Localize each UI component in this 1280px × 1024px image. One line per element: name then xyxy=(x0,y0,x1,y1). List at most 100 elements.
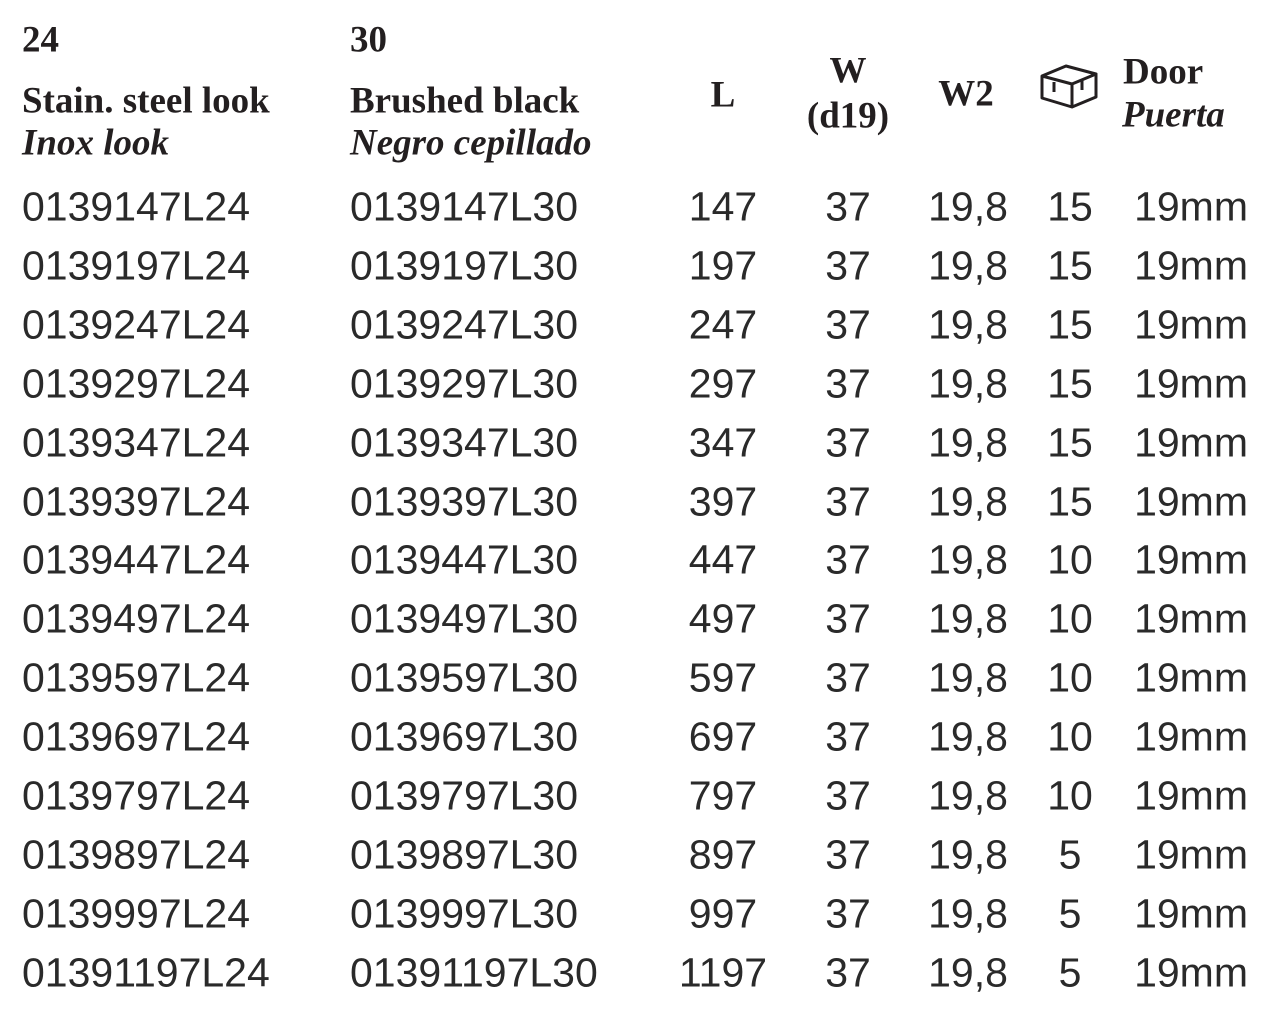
width2-cell: 19,8 xyxy=(928,831,1008,878)
width-cell: 37 xyxy=(825,713,871,760)
width-cell: 37 xyxy=(825,831,871,878)
length-cell: 797 xyxy=(688,772,758,819)
length-cell: 447 xyxy=(688,536,758,583)
code-24-cell: 0139397L24 xyxy=(22,478,251,524)
quantity-cell: 10 xyxy=(1047,654,1093,701)
width-cell: 37 xyxy=(825,419,871,466)
quantity-cell: 5 xyxy=(1058,890,1082,937)
code-30-cell: 0139297L30 xyxy=(350,360,579,407)
door-cell: 19mm xyxy=(1134,360,1248,407)
code-30-cell: 0139797L30 xyxy=(350,772,579,819)
code-30-cell: 0139147L30 xyxy=(350,183,579,230)
door-cell: 19mm xyxy=(1134,713,1248,760)
finish-name: Stain. steel look xyxy=(22,80,270,122)
door-cell: 19mm xyxy=(1134,419,1248,466)
code-24-cell: 0139697L24 xyxy=(22,713,251,760)
door-cell: 19mm xyxy=(1134,831,1248,878)
code-24-cell: 0139347L24 xyxy=(22,419,251,466)
door-cell: 19mm xyxy=(1134,949,1248,996)
code-30-cell: 0139347L30 xyxy=(350,419,579,466)
code-30-cell: 0139497L30 xyxy=(350,595,579,642)
width-cell: 37 xyxy=(825,360,871,407)
width2-cell: 19,8 xyxy=(928,772,1008,819)
code-30-cell: 0139397L30 xyxy=(350,478,579,524)
finish-code: 30 xyxy=(350,19,387,61)
code-30-cell: 0139597L30 xyxy=(350,654,579,701)
width-cell: 37 xyxy=(825,478,871,524)
door-cell: 19mm xyxy=(1134,595,1248,642)
width-cell: 37 xyxy=(825,536,871,583)
code-24-cell: 0139797L24 xyxy=(22,772,251,819)
code-24-cell: 0139147L24 xyxy=(22,183,251,230)
quantity-cell: 10 xyxy=(1047,713,1093,760)
length-cell: 397 xyxy=(688,478,758,524)
length-cell: 147 xyxy=(688,183,758,230)
quantity-cell: 15 xyxy=(1047,183,1093,230)
quantity-cell: 5 xyxy=(1058,949,1082,996)
code-24-cell: 0139297L24 xyxy=(22,360,251,407)
width2-cell: 19,8 xyxy=(928,949,1008,996)
width-cell: 37 xyxy=(825,595,871,642)
length-cell: 597 xyxy=(688,654,758,701)
code-30-cell: 01391197L30 xyxy=(350,949,598,996)
finish-name: Brushed black xyxy=(350,80,580,122)
quantity-cell: 15 xyxy=(1047,360,1093,407)
code-30-cell: 0139897L30 xyxy=(350,831,579,878)
door-cell: 19mm xyxy=(1134,242,1248,289)
quantity-cell: 5 xyxy=(1058,831,1082,878)
length-cell: 697 xyxy=(688,713,758,760)
width-cell: 37 xyxy=(825,949,871,996)
width-note: (d19) xyxy=(806,95,890,137)
door-cell: 19mm xyxy=(1134,478,1248,524)
code-24-cell: 0139897L24 xyxy=(22,831,251,878)
door-cell: 19mm xyxy=(1134,772,1248,819)
code-24-cell: 0139447L24 xyxy=(22,536,251,583)
finish-name-alt: Negro cepillado xyxy=(350,122,592,164)
length-cell: 897 xyxy=(688,831,758,878)
width2-cell: 19,8 xyxy=(928,360,1008,407)
width2-cell: 19,8 xyxy=(928,183,1008,230)
quantity-cell: 15 xyxy=(1047,419,1093,466)
box-icon xyxy=(1040,64,1098,109)
code-24-cell: 0139597L24 xyxy=(22,654,251,701)
door-cell: 19mm xyxy=(1134,536,1248,583)
length-cell: 297 xyxy=(688,360,758,407)
width2-cell: 19,8 xyxy=(928,536,1008,583)
width-cell: 37 xyxy=(825,183,871,230)
door-header: Door xyxy=(1123,51,1204,93)
code-30-cell: 0139447L30 xyxy=(350,536,579,583)
width2-cell: 19,8 xyxy=(928,595,1008,642)
code-30-cell: 0139247L30 xyxy=(350,301,579,348)
width-cell: 37 xyxy=(825,301,871,348)
width2-cell: 19,8 xyxy=(928,242,1008,289)
width-cell: 37 xyxy=(825,654,871,701)
length-cell: 497 xyxy=(688,595,758,642)
code-24-cell: 0139197L24 xyxy=(22,242,251,289)
length-cell: 197 xyxy=(688,242,758,289)
code-30-cell: 0139197L30 xyxy=(350,242,579,289)
length-cell: 997 xyxy=(688,890,758,937)
width2-cell: 19,8 xyxy=(928,890,1008,937)
door-cell: 19mm xyxy=(1134,654,1248,701)
width2-cell: 19,8 xyxy=(928,301,1008,348)
length-cell: 347 xyxy=(688,419,758,466)
finish-code: 24 xyxy=(22,19,59,61)
length-header: L xyxy=(710,74,736,116)
door-cell: 19mm xyxy=(1134,183,1248,230)
code-30-cell: 0139997L30 xyxy=(350,890,579,937)
quantity-cell: 10 xyxy=(1047,772,1093,819)
length-cell: 1197 xyxy=(678,949,768,996)
width-header: W xyxy=(829,50,867,92)
door-header-alt: Puerta xyxy=(1122,94,1225,136)
quantity-cell: 10 xyxy=(1047,595,1093,642)
length-cell: 247 xyxy=(688,301,758,348)
width-cell: 37 xyxy=(825,890,871,937)
width2-cell: 19,8 xyxy=(928,419,1008,466)
width2-cell: 19,8 xyxy=(928,478,1008,524)
code-24-cell: 01391197L24 xyxy=(22,949,270,996)
door-cell: 19mm xyxy=(1134,301,1248,348)
code-24-cell: 0139247L24 xyxy=(22,301,251,348)
code-24-cell: 0139497L24 xyxy=(22,595,251,642)
width2-header: W2 xyxy=(938,73,994,115)
